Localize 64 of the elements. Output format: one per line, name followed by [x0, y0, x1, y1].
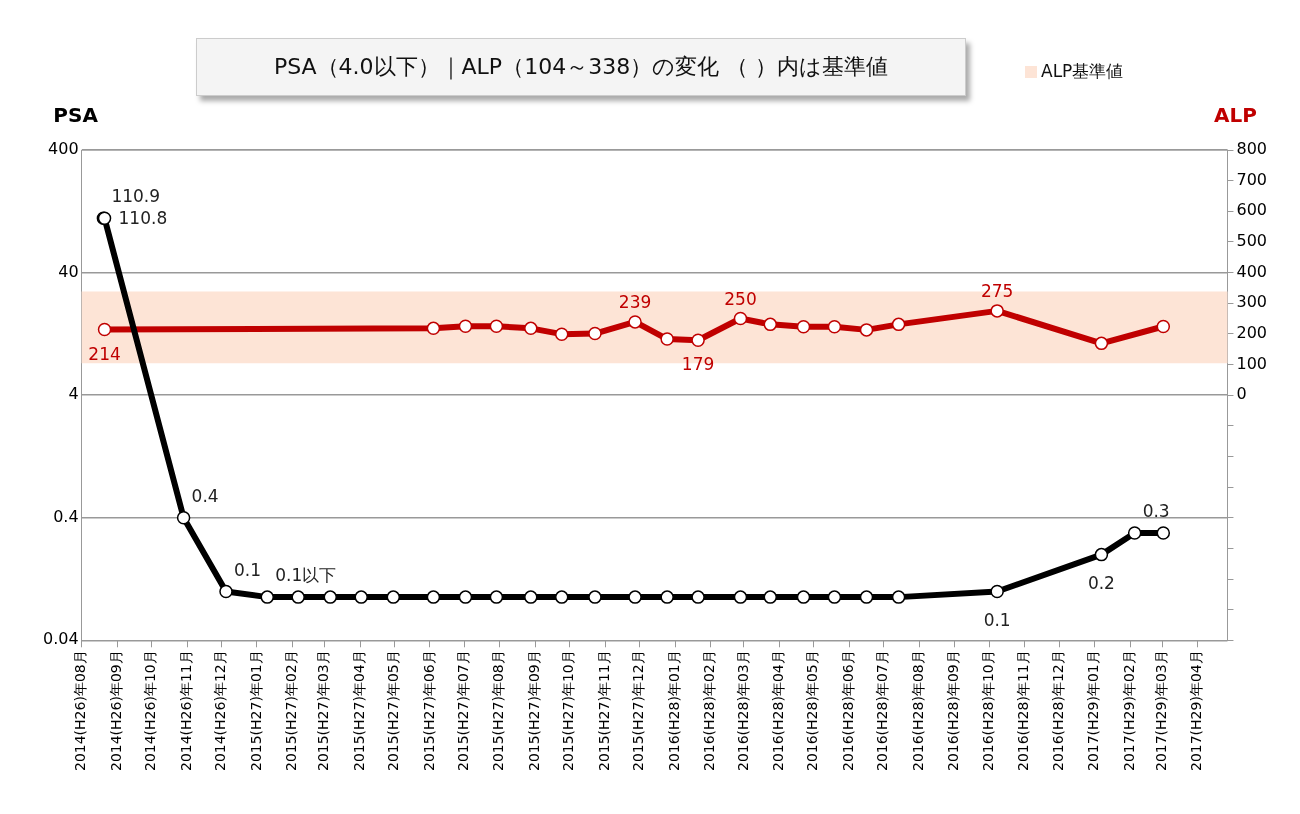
y-tick-label: 0.4 [53, 506, 79, 526]
x-tick-label: 2015(H27)年02月 [283, 650, 300, 772]
y-tick-label: 4 [68, 384, 79, 404]
x-tick-label: 2017(H29)年01月 [1085, 650, 1102, 772]
y2-tick-label: 700 [1236, 169, 1268, 189]
y-tick-label: 40 [58, 261, 79, 281]
x-tick-label: 2014(H26)年10月 [142, 650, 159, 772]
x-tick-label: 2016(H28)年06月 [839, 650, 856, 772]
x-tick-label: 2015(H27)年07月 [454, 650, 471, 772]
x-tick-label: 2015(H27)年09月 [526, 650, 543, 772]
data-label: 0.1 [983, 609, 1011, 630]
x-tick-label: 2015(H27)年12月 [630, 650, 647, 772]
y-tick-label: 0.04 [43, 629, 79, 649]
x-tick-label: 2016(H28)年02月 [701, 650, 718, 772]
x-tick-label: 2016(H28)年10月 [979, 650, 996, 772]
x-tick-label: 2014(H26)年12月 [212, 650, 229, 772]
x-tick-label: 2017(H29)年02月 [1120, 650, 1137, 772]
x-tick-label: 2015(H27)年04月 [350, 650, 367, 772]
y2-tick-label: 100 [1236, 353, 1268, 373]
x-tick-label: 2017(H29)年03月 [1152, 650, 1169, 772]
x-tick-label: 2016(H28)年12月 [1049, 650, 1066, 772]
x-tick-label: 2017(H29)年04月 [1188, 650, 1205, 772]
chart-title: PSA（4.0以下）｜ALP（104～338）の変化 （ ）内は基準値 [196, 38, 966, 96]
x-tick-label: 2015(H27)年01月 [247, 650, 264, 772]
y2-axis-title: ALP [1214, 103, 1257, 127]
x-tick-label: 2014(H26)年09月 [107, 650, 124, 772]
data-label: 110.9 [111, 186, 161, 207]
x-tick-label: 2016(H28)年07月 [874, 650, 891, 772]
data-label: 0.1以下 [275, 565, 337, 586]
data-label: 110.8 [118, 208, 168, 229]
data-label: 0.2 [1087, 572, 1115, 593]
data-label: 239 [618, 291, 652, 312]
y2-tick-label: 300 [1236, 292, 1268, 312]
y-axis-title: PSA [53, 103, 99, 127]
data-label: 275 [980, 280, 1014, 301]
legend-label: ALP基準値 [1041, 60, 1124, 83]
x-tick-label: 2016(H28)年05月 [804, 650, 821, 772]
y2-tick-label: 600 [1236, 200, 1268, 220]
x-tick-label: 2014(H26)年08月 [72, 650, 89, 772]
x-tick-label: 2015(H27)年10月 [560, 650, 577, 772]
y2-tick-label: 400 [1236, 261, 1268, 281]
x-tick-label: 2016(H28)年04月 [770, 650, 787, 772]
data-label: 0.4 [191, 485, 219, 506]
x-tick-label: 2016(H28)年03月 [734, 650, 751, 772]
data-label: 214 [88, 343, 121, 364]
y2-tick-label: 500 [1236, 231, 1268, 251]
y2-tick-label: 200 [1236, 323, 1268, 343]
x-tick-label: 2015(H27)年05月 [385, 650, 402, 772]
y-tick-label: 400 [48, 139, 79, 159]
x-tick-label: 2015(H27)年08月 [490, 650, 507, 772]
x-tick-label: 2016(H28)年09月 [945, 650, 962, 772]
data-label: 0.1 [234, 559, 262, 580]
x-tick-label: 2015(H27)年03月 [315, 650, 332, 772]
data-label: 0.3 [1142, 501, 1170, 522]
x-tick-label: 2016(H28)年11月 [1015, 650, 1032, 772]
x-tick-label: 2014(H26)年11月 [177, 650, 194, 772]
x-tick-label: 2015(H27)年06月 [420, 650, 437, 772]
y2-tick-label: 0 [1236, 384, 1247, 404]
data-label: 179 [681, 354, 715, 375]
x-tick-label: 2015(H27)年11月 [595, 650, 612, 772]
data-label: 250 [724, 288, 757, 309]
x-tick-label: 2016(H28)年08月 [909, 650, 926, 772]
x-tick-label: 2016(H28)年01月 [665, 650, 682, 772]
y2-tick-label: 800 [1236, 139, 1268, 159]
